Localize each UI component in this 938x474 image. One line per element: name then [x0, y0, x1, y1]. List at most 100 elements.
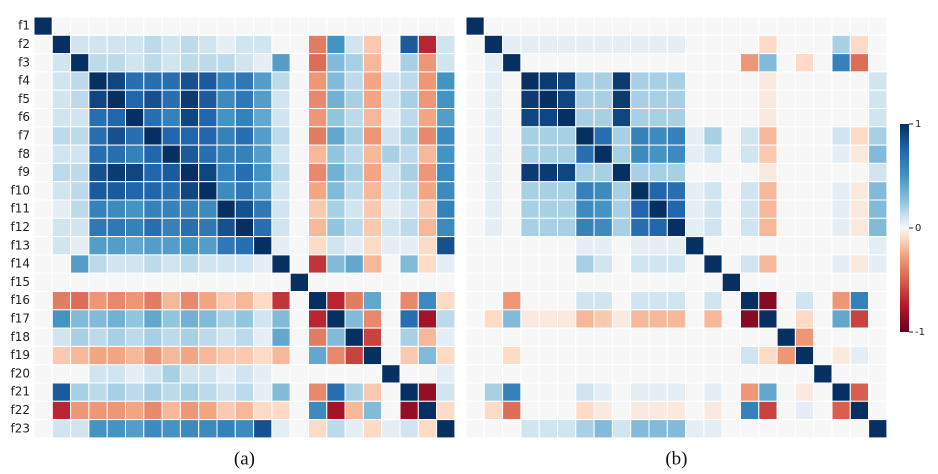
- heatmap-cell: [436, 419, 456, 439]
- heatmap-cell: [611, 254, 632, 274]
- heatmap-cell: [33, 34, 53, 55]
- heatmap-cell: [417, 254, 438, 274]
- heatmap-cell: [326, 382, 346, 402]
- heatmap-cell: [106, 162, 126, 183]
- heatmap-cell: [161, 309, 181, 329]
- heatmap-cell: [703, 34, 723, 55]
- heatmap-cell: [125, 34, 145, 55]
- heatmap-cell: [703, 217, 723, 238]
- heatmap-cell: [483, 291, 504, 311]
- heatmap-cell: [611, 162, 632, 183]
- heatmap-cell: [399, 382, 419, 402]
- heatmap-cell: [630, 162, 650, 183]
- heatmap-cell: [198, 217, 218, 238]
- heatmap-cell: [813, 419, 833, 439]
- heatmap-cell: [198, 144, 218, 164]
- heatmap-cell: [483, 126, 504, 146]
- heatmap-cell: [794, 89, 815, 109]
- heatmap-cell: [685, 199, 705, 219]
- heatmap-cell: [685, 327, 705, 347]
- heatmap-cell: [758, 419, 778, 439]
- heatmap-cell: [538, 199, 559, 219]
- heatmap-cell: [831, 162, 851, 183]
- heatmap-cell: [520, 272, 540, 293]
- heatmap-cell: [161, 419, 181, 439]
- heatmap-cell: [308, 126, 328, 146]
- heatmap-cell: [593, 16, 613, 36]
- heatmap-cell: [630, 400, 650, 421]
- heatmap-cell: [557, 309, 577, 329]
- heatmap-cell: [465, 345, 485, 366]
- heatmap-cell: [381, 272, 401, 293]
- heatmap-cell: [436, 199, 456, 219]
- heatmap-cell: [198, 89, 218, 109]
- heatmap-cell: [703, 181, 723, 201]
- heatmap-cell: [51, 199, 72, 219]
- heatmap-cell: [776, 272, 796, 293]
- heatmap-cell: [399, 181, 419, 201]
- heatmap-cell: [666, 364, 687, 384]
- heatmap-cell: [51, 419, 72, 439]
- heatmap-cell: [630, 254, 650, 274]
- heatmap-cell: [483, 272, 504, 293]
- row-label: f12: [11, 220, 31, 234]
- heatmap-cell: [33, 16, 53, 36]
- heatmap-cell: [344, 345, 364, 366]
- heatmap-cell: [758, 181, 778, 201]
- heatmap-cell: [794, 199, 815, 219]
- row-label: f17: [11, 311, 31, 325]
- heatmap-cell: [106, 108, 126, 128]
- heatmap-cell: [344, 181, 364, 201]
- row-label: f2: [18, 37, 30, 51]
- heatmap-cell: [143, 327, 163, 347]
- heatmap-cell: [70, 309, 90, 329]
- heatmap-cell: [813, 71, 833, 91]
- heatmap-cell: [234, 144, 255, 164]
- heatmap-cell: [721, 16, 742, 36]
- heatmap-cell: [483, 71, 504, 91]
- heatmap-cell: [216, 126, 236, 146]
- heatmap-cell: [575, 382, 595, 402]
- heatmap-cell: [362, 71, 383, 91]
- heatmap-cell: [399, 364, 419, 384]
- heatmap-cell: [740, 345, 760, 366]
- heatmap-cell: [161, 382, 181, 402]
- row-label: f11: [11, 202, 31, 216]
- heatmap-cell: [326, 144, 346, 164]
- heatmap-cell: [740, 217, 760, 238]
- heatmap-cell: [344, 53, 364, 73]
- heatmap-cell: [813, 108, 833, 128]
- heatmap-cell: [271, 181, 291, 201]
- heatmap-cell: [483, 364, 504, 384]
- heatmap-cell: [326, 400, 346, 421]
- heatmap-cell: [362, 236, 383, 256]
- heatmap-cell: [520, 199, 540, 219]
- heatmap-cell: [88, 291, 108, 311]
- heatmap-cell: [740, 126, 760, 146]
- heatmap-cell: [161, 217, 181, 238]
- heatmap-cell: [776, 309, 796, 329]
- heatmap-cell: [648, 53, 668, 73]
- heatmap-cell: [740, 162, 760, 183]
- heatmap-cell: [575, 16, 595, 36]
- heatmap-cell: [216, 291, 236, 311]
- heatmap-cell: [308, 162, 328, 183]
- heatmap-cell: [253, 254, 273, 274]
- heatmap-cell: [794, 382, 815, 402]
- heatmap-cell: [502, 382, 522, 402]
- heatmap-cell: [88, 108, 108, 128]
- heatmap-cell: [436, 71, 456, 91]
- heatmap-cell: [216, 16, 236, 36]
- heatmap-cell: [362, 89, 383, 109]
- heatmap-cell: [161, 291, 181, 311]
- heatmap-cell: [198, 364, 218, 384]
- heatmap-cell: [381, 364, 401, 384]
- heatmap-cell: [253, 236, 273, 256]
- heatmap-cell: [70, 34, 90, 55]
- heatmap-cell: [234, 345, 255, 366]
- heatmap-cell: [436, 291, 456, 311]
- heatmap-cell: [794, 126, 815, 146]
- heatmap-cell: [557, 53, 577, 73]
- heatmap-cell: [575, 126, 595, 146]
- heatmap-cell: [831, 16, 851, 36]
